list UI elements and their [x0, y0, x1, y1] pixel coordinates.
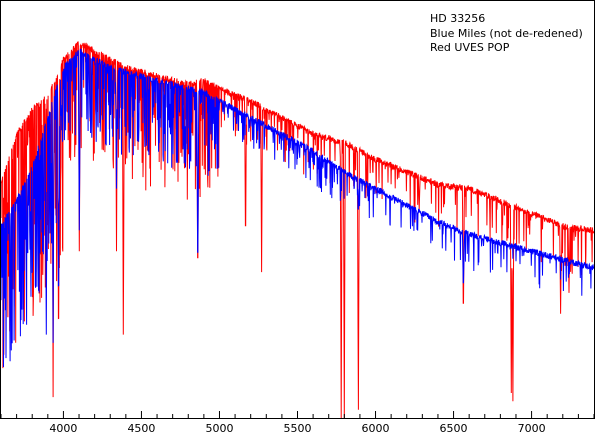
x-tick-label: 7000 [518, 422, 546, 435]
x-tick-label: 6000 [362, 422, 390, 435]
legend: HD 33256 Blue Miles (not de-redened) Red… [430, 12, 583, 54]
legend-title: HD 33256 [430, 12, 485, 25]
x-tick-label: 5000 [205, 422, 233, 435]
series-blue-miles [0, 48, 595, 368]
series-layer [0, 41, 595, 419]
x-tick-label: 4000 [49, 422, 77, 435]
legend-line-red: Red UVES POP [430, 41, 510, 54]
x-tick-label: 4500 [127, 422, 155, 435]
legend-line-blue: Blue Miles (not de-redened) [430, 27, 583, 40]
x-axis: 4000 4500 5000 5500 6000 6500 7000 [0, 411, 595, 435]
x-tick-label: 5500 [284, 422, 312, 435]
x-tick-label: 6500 [440, 422, 468, 435]
